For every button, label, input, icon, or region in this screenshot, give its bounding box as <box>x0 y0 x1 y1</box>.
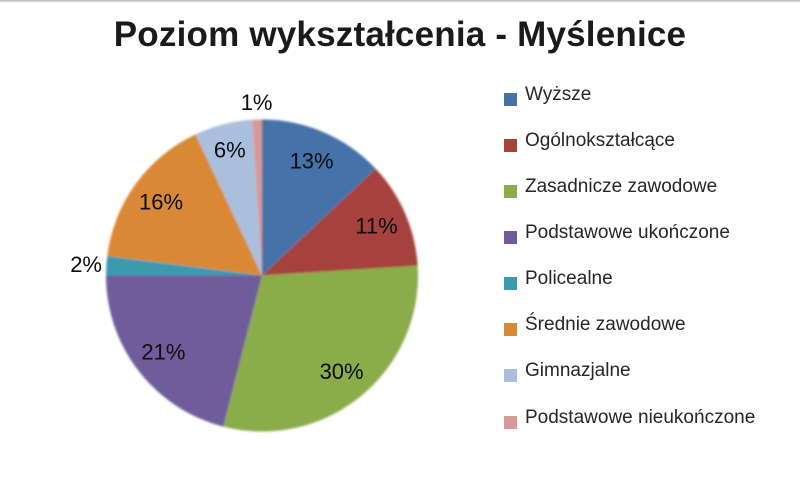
svg-text:21%: 21% <box>141 340 185 365</box>
svg-text:13%: 13% <box>290 149 334 174</box>
svg-text:2%: 2% <box>70 252 102 277</box>
svg-text:30%: 30% <box>320 359 364 384</box>
svg-text:16%: 16% <box>139 190 183 215</box>
svg-text:6%: 6% <box>214 138 246 163</box>
svg-text:1%: 1% <box>241 90 273 115</box>
svg-text:11%: 11% <box>355 213 397 238</box>
